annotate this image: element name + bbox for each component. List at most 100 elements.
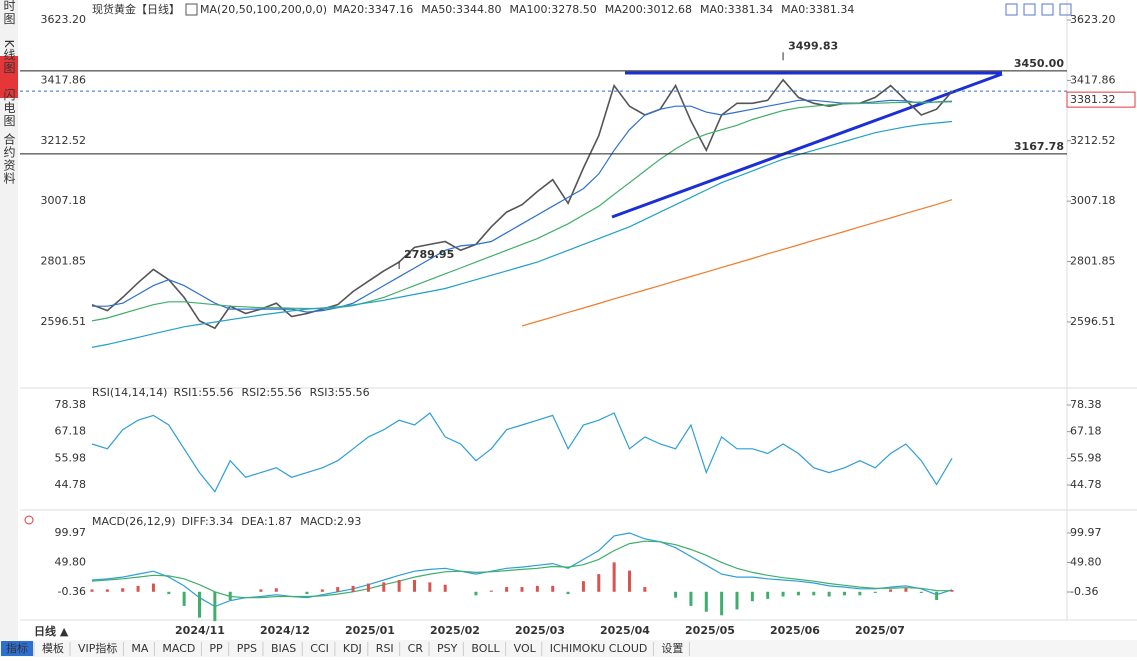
macd-bar <box>720 591 724 616</box>
macd-bar <box>382 582 386 592</box>
macd-bar <box>551 585 555 592</box>
side-tab[interactable]: K线图 <box>2 40 16 75</box>
legend-entry: MA50:3344.80 <box>421 3 501 16</box>
macd-bar <box>443 584 447 592</box>
macd-bar <box>151 583 155 592</box>
series-line <box>91 412 953 493</box>
macd-bar <box>182 591 186 606</box>
macd-bar <box>643 587 647 592</box>
macd-bar <box>351 585 355 592</box>
tool-button[interactable]: RSI <box>376 642 394 655</box>
tool-button[interactable]: PP <box>209 642 223 655</box>
y-tick-label: 3212.52 <box>41 134 87 147</box>
sidebar <box>0 0 18 657</box>
tool-bg[interactable] <box>1 641 33 656</box>
price-tag-label: 3381.32 <box>1070 93 1116 106</box>
legend-entry: RSI1:55.56 <box>173 386 233 399</box>
tool-button[interactable]: ICHIMOKU CLOUD <box>550 642 648 655</box>
tool-button[interactable]: BOLL <box>471 642 500 655</box>
series-line <box>91 78 953 330</box>
side-tab[interactable]: 闪电图 <box>2 88 16 127</box>
y-tick-label: 2801.85 <box>1070 255 1116 268</box>
period: 【日线】 <box>136 2 180 16</box>
legend-entry: MA200:3012.68 <box>605 3 692 16</box>
macd-bar <box>428 582 432 592</box>
y-tick-label: 2596.51 <box>1070 315 1116 328</box>
x-tick-label: 2024/12 <box>260 624 310 637</box>
legend-entry: MA0:3381.34 <box>700 3 773 16</box>
settings-icon[interactable] <box>24 515 34 525</box>
macd-bar <box>919 591 923 593</box>
x-tick-label: 2024/11 <box>175 624 225 637</box>
macd-bar <box>858 591 862 596</box>
macd-bar <box>566 591 570 595</box>
ma-checkbox[interactable] <box>185 3 198 16</box>
price-tag <box>1066 91 1136 108</box>
x-tick-label: 2025/03 <box>515 624 565 637</box>
toolbar <box>0 640 1137 657</box>
tool-button[interactable]: CCI <box>310 642 329 655</box>
tool-button[interactable]: VOL <box>514 642 537 655</box>
trend-line <box>611 72 1003 219</box>
series-line <box>91 540 953 599</box>
macd-bar <box>766 591 770 599</box>
macd-bar <box>105 589 109 592</box>
y-tick-label: 49.80 <box>1070 556 1102 569</box>
macd-bar <box>796 591 800 596</box>
tool-button[interactable]: PPS <box>237 642 257 655</box>
tool-button[interactable]: 指标 <box>6 641 28 655</box>
y-tick-label: 99.97 <box>1070 526 1102 539</box>
side-tab[interactable]: 合约资料 <box>2 132 16 185</box>
side-tab[interactable]: 分时图 <box>2 0 16 26</box>
y-tick-label: -0.36 <box>1070 585 1098 598</box>
y-tick-label: 3417.86 <box>41 73 87 86</box>
macd-bar <box>827 591 831 597</box>
level-label: 3450.00 <box>1014 57 1064 70</box>
tool-button[interactable]: 模板 <box>42 641 64 655</box>
y-tick-label: 44.78 <box>1070 478 1102 491</box>
legend-entry: RSI2:55.56 <box>242 386 302 399</box>
macd-bar <box>812 591 816 596</box>
macd-bar <box>597 574 601 592</box>
macd-bar <box>581 581 585 592</box>
tool-button[interactable]: VIP指标 <box>78 641 117 655</box>
x-tick-label: 2025/07 <box>855 624 905 637</box>
tool-button[interactable]: CR <box>408 642 424 655</box>
tool-button[interactable]: BIAS <box>271 642 296 655</box>
pane-title: MACD(26,12,9) <box>92 515 176 528</box>
tool-button[interactable]: MA <box>131 642 148 655</box>
y-tick-label: 55.98 <box>55 451 87 464</box>
macd-bar <box>213 591 217 622</box>
y-tick-label: 3212.52 <box>1070 134 1116 147</box>
macd-bar <box>413 580 416 592</box>
macd-bar <box>366 583 370 592</box>
macd-bar <box>612 562 616 592</box>
legend-entry: MA0:3381.34 <box>781 3 854 16</box>
y-tick-label: 3623.20 <box>1070 13 1116 26</box>
macd-bar <box>121 588 125 592</box>
legend-entry: RSI3:55.56 <box>310 386 370 399</box>
y-tick-label: 3007.18 <box>41 194 87 207</box>
y-tick-label: 3007.18 <box>1070 194 1116 207</box>
tool-button[interactable]: MACD <box>162 642 195 655</box>
pane-title: RSI(14,14,14) <box>92 386 167 399</box>
tool-button[interactable]: KDJ <box>343 642 362 655</box>
macd-bar <box>674 591 678 598</box>
macd-bar <box>397 580 401 592</box>
y-tick-label: 2596.51 <box>41 315 87 328</box>
y-tick-label: 67.18 <box>55 425 87 438</box>
series-line <box>91 120 953 348</box>
legend-entry: MACD:2.93 <box>300 515 361 528</box>
macd-bar <box>505 587 509 592</box>
tool-button[interactable]: 设置 <box>661 642 683 655</box>
macd-bar <box>535 585 539 592</box>
macd-bar <box>950 590 954 592</box>
y-tick-label: 78.38 <box>55 398 87 411</box>
ma-params: MA(20,50,100,200,0,0) <box>200 3 327 16</box>
macd-bar <box>889 589 893 592</box>
tool-button[interactable]: PSY <box>437 642 458 655</box>
macd-bar <box>781 591 785 597</box>
period-switch[interactable]: 日线 ▲ <box>34 624 69 638</box>
